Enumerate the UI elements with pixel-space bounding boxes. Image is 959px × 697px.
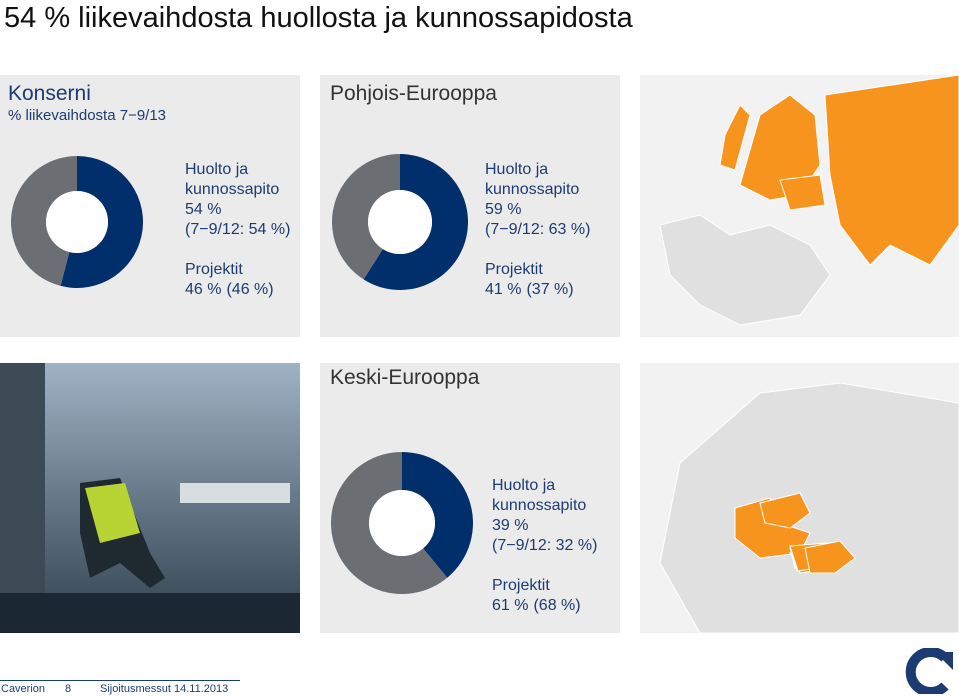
category-label: Projektit	[185, 261, 243, 278]
footer-event: Sijoitusmessut 14.11.2013	[100, 683, 229, 695]
footer-company: Caverion	[1, 683, 46, 695]
category-label: Huolto ja kunnossapito	[492, 477, 587, 514]
footer-rule	[0, 680, 240, 681]
comparison-label: (7−9/12: 32 %)	[492, 537, 598, 554]
donut-hole	[369, 490, 435, 556]
comparison-label: (7−9/12: 63 %)	[485, 221, 591, 238]
chart-title: Pohjois-Eurooppa	[330, 82, 497, 105]
donut-hole	[46, 191, 108, 253]
value-label: 46 %	[185, 281, 222, 298]
category-label: Huolto ja kunnossapito	[185, 161, 280, 198]
value-row: 46 % (46 %)	[185, 280, 300, 300]
comparison-label: (7−9/12: 54 %)	[185, 221, 291, 238]
value-label: 39 %	[492, 517, 529, 534]
map-central	[640, 363, 959, 633]
value-row: 41 % (37 %)	[485, 280, 600, 300]
comparison-label: (37 %)	[526, 281, 574, 298]
legend: Huolto ja kunnossapito 59 % (7−9/12: 63 %)…	[485, 160, 600, 300]
map-north	[640, 75, 959, 337]
comparison-label: (68 %)	[533, 597, 581, 614]
comparison-label: (46 %)	[226, 281, 274, 298]
value-label: 59 %	[485, 201, 522, 218]
chart-title: Keski-Eurooppa	[330, 366, 480, 389]
donut-segment	[331, 452, 448, 594]
value-label: 54 %	[185, 201, 222, 218]
donut-hole	[368, 190, 432, 254]
footer-page: 8	[65, 683, 72, 695]
chart-subtitle: % liikevaihdosta 7−9/13	[8, 107, 167, 124]
value-label: 41 %	[485, 281, 522, 298]
donut-segment	[11, 156, 77, 286]
slide-title: 54 % liikevaihdosta huollosta ja kunnoss…	[4, 2, 633, 34]
donut-segment	[60, 156, 144, 288]
photo	[0, 363, 300, 633]
chart-title: Konserni	[8, 82, 91, 105]
donut-segment	[402, 452, 473, 578]
donut-segment	[363, 154, 468, 290]
category-label: Projektit	[485, 261, 543, 278]
category-label: Huolto ja kunnossapito	[485, 161, 580, 198]
value-label: 61 %	[492, 597, 529, 614]
value-row: 61 % (68 %)	[492, 596, 607, 616]
donut-segment	[331, 154, 400, 280]
logo	[905, 648, 953, 694]
legend: Huolto ja kunnossapito 39 % (7−9/12: 32 %)…	[492, 476, 607, 616]
category-label: Projektit	[492, 577, 550, 594]
legend: Huolto ja kunnossapito 54 % (7−9/12: 54 %)…	[185, 160, 300, 300]
